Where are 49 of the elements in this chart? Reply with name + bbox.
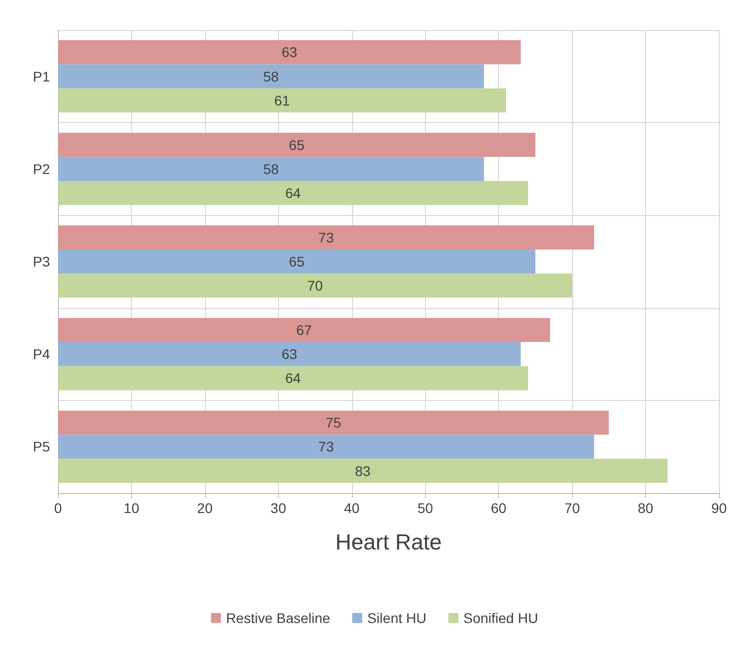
bar xyxy=(58,458,668,483)
x-tick-label: 30 xyxy=(270,500,286,516)
y-tick-label: P3 xyxy=(32,254,50,270)
y-tick-label: P2 xyxy=(32,160,50,177)
legend-label: Sonified HU xyxy=(463,610,538,626)
data-label: 75 xyxy=(326,414,342,431)
data-label: 63 xyxy=(282,346,298,362)
bar xyxy=(58,132,536,157)
data-label: 58 xyxy=(263,160,279,177)
bar xyxy=(58,274,572,298)
bar xyxy=(58,40,521,64)
x-tick-label: 80 xyxy=(638,500,654,516)
data-label: 83 xyxy=(355,462,371,479)
bar xyxy=(58,318,550,342)
x-tick-label: 40 xyxy=(344,500,360,516)
legend-label: Silent HU xyxy=(367,610,426,626)
data-label: 58 xyxy=(263,68,279,84)
x-tick-label: 60 xyxy=(490,500,507,516)
x-tick-label: 0 xyxy=(54,500,62,516)
x-tick-label: 10 xyxy=(124,500,140,516)
data-label: 65 xyxy=(288,254,305,270)
data-label: 64 xyxy=(285,184,302,201)
x-tick-label: 70 xyxy=(564,500,580,516)
legend-label: Restive Baseline xyxy=(226,610,330,626)
bar xyxy=(58,156,484,181)
x-tick-label: 50 xyxy=(417,500,434,516)
bar xyxy=(58,64,484,88)
bar xyxy=(58,342,521,366)
data-label: 64 xyxy=(285,370,302,386)
x-tick-label: 20 xyxy=(197,500,213,516)
y-tick-label: P5 xyxy=(32,438,50,455)
data-label: 70 xyxy=(307,278,324,294)
y-tick-label: P4 xyxy=(32,346,50,362)
bar xyxy=(58,180,528,206)
data-label: 65 xyxy=(288,136,305,153)
bar xyxy=(58,249,536,274)
data-label: 73 xyxy=(318,438,334,455)
bar xyxy=(58,366,528,390)
data-label: 67 xyxy=(296,322,312,338)
bar xyxy=(58,434,594,459)
data-label: 63 xyxy=(282,44,298,60)
bar xyxy=(58,410,609,435)
x-axis-title: Heart Rate xyxy=(335,530,442,554)
data-label: 73 xyxy=(318,229,334,246)
bar xyxy=(58,225,594,250)
data-label: 61 xyxy=(274,92,290,108)
bar xyxy=(58,88,506,112)
y-tick-label: P1 xyxy=(32,68,50,84)
x-tick-label: 90 xyxy=(711,500,727,516)
